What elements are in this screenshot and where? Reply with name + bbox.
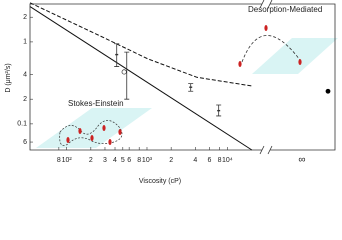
plane xyxy=(36,108,152,148)
y-tick-label: 4 xyxy=(23,71,27,78)
x-tick-label: 10³ xyxy=(142,157,153,164)
axes-frame xyxy=(29,3,336,151)
point xyxy=(121,69,127,75)
x-tick-label: 8 xyxy=(57,157,61,164)
x-tick-label: ∞ xyxy=(298,155,305,166)
x-tick-label: 2 xyxy=(169,157,173,164)
plane xyxy=(252,38,338,74)
axis-break xyxy=(259,0,273,155)
x-tick-label: 10⁴ xyxy=(222,157,233,164)
point xyxy=(325,88,331,94)
y-tick-label: 2 xyxy=(23,96,27,103)
x-axis-label: Viscosity (cP) xyxy=(139,178,181,185)
x-tick-label: 8 xyxy=(218,157,222,164)
hop-path xyxy=(241,35,301,63)
x-tick-label: 5 xyxy=(121,157,125,164)
x-tick-label: 6 xyxy=(208,157,212,164)
error-bar xyxy=(124,51,130,100)
x-tick-label: 6 xyxy=(127,157,131,164)
x-tick-label: 8 xyxy=(137,157,141,164)
x-tick-label: 4 xyxy=(193,157,197,164)
y-tick-label: 1 xyxy=(23,39,27,46)
y-tick-label: 0.1 xyxy=(17,121,27,128)
y-tick-label: 6 xyxy=(23,139,27,146)
y-axis-label: D (μm²/s) xyxy=(5,63,12,92)
x-tick-label: 2 xyxy=(89,157,93,164)
annotation: Desorption-Mediated xyxy=(248,5,322,14)
line xyxy=(29,6,253,151)
x-tick-label: 4 xyxy=(113,157,117,164)
x-tick-label: 3 xyxy=(103,157,107,164)
molecules xyxy=(66,25,302,145)
line xyxy=(29,2,252,87)
annotation: Stokes-Einstein xyxy=(68,99,124,108)
chart: Stokes-Einstein Desorption-Mediated Visc… xyxy=(5,0,338,185)
x-tick-label: 10² xyxy=(62,157,73,164)
y-tick-label: 2 xyxy=(23,14,27,21)
